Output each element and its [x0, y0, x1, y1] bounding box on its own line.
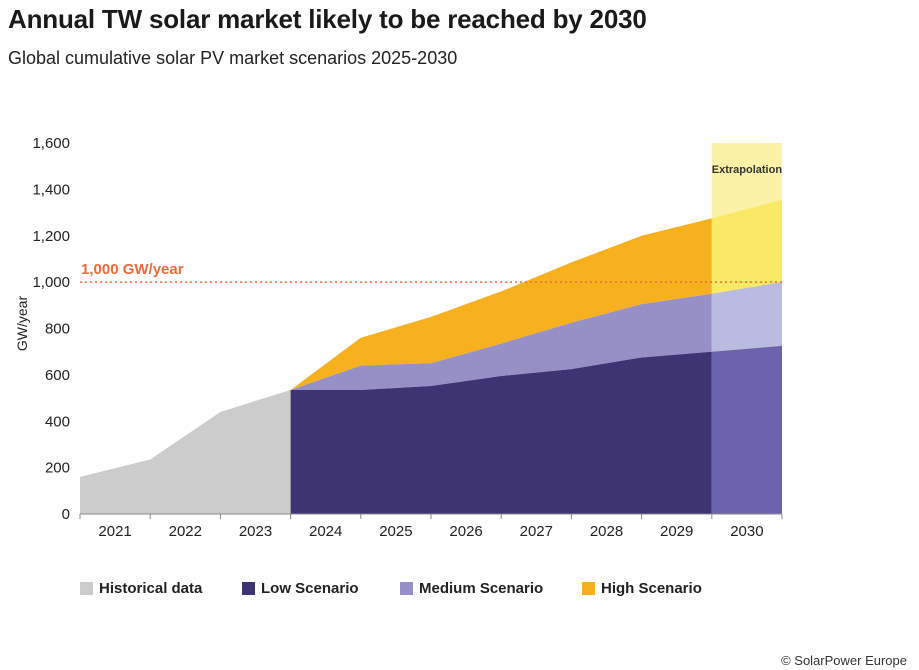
y-tick-label: 1,200 [32, 228, 70, 245]
chart-title: Annual TW solar market likely to be reac… [8, 4, 647, 34]
legend-label-low: Low Scenario [261, 580, 359, 597]
legend-label-historical: Historical data [99, 580, 203, 597]
reference-line-label: 1,000 GW/year [81, 261, 184, 278]
x-tick-label: 2028 [590, 523, 623, 540]
x-tick-label: 2027 [520, 523, 553, 540]
x-tick-label: 2025 [379, 523, 412, 540]
y-tick-label: 1,600 [32, 135, 70, 152]
legend-item-low: Low Scenario [242, 580, 359, 597]
x-tick-label: 2021 [98, 523, 131, 540]
high-scenario-extrapolated-area [711, 199, 782, 294]
legend-item-historical: Historical data [80, 580, 202, 597]
copyright-footer: © SolarPower Europe [781, 653, 907, 668]
y-tick-label: 600 [45, 367, 70, 384]
x-tick-label: 2026 [449, 523, 482, 540]
legend-item-medium: Medium Scenario [400, 580, 543, 597]
x-tick-label: 2024 [309, 523, 342, 540]
y-tick-label: 200 [45, 460, 70, 477]
y-tick-label: 1,000 [32, 274, 70, 291]
y-axis-label: GW/year [14, 296, 30, 352]
area-chart: 1,000 GW/year Extrapolation 0 200 400 600 800 1… [14, 135, 783, 540]
x-tick-label: 2029 [660, 523, 693, 540]
medium-scenario-area [290, 293, 712, 390]
legend-label-medium: Medium Scenario [419, 580, 544, 597]
x-tick-label: 2023 [239, 523, 272, 540]
y-tick-label: 400 [45, 413, 70, 430]
chart-subtitle: Global cumulative solar PV market scenar… [8, 48, 458, 68]
x-tick-label: 2022 [169, 523, 202, 540]
high-scenario-area [290, 218, 712, 390]
extrapolation-label: Extrapolation [712, 164, 783, 176]
low-scenario-extrapolated-area [711, 345, 782, 514]
y-tick-label: 800 [45, 321, 70, 338]
legend-item-high: High Scenario [582, 580, 702, 597]
legend-swatch-historical [80, 582, 93, 595]
chart-legend: Historical data Low Scenario Medium Scen… [80, 580, 780, 604]
x-tick-label: 2030 [730, 523, 763, 540]
legend-swatch-low [242, 582, 255, 595]
y-tick-label: 0 [62, 506, 70, 523]
legend-swatch-high [582, 582, 595, 595]
medium-scenario-extrapolated-area [711, 282, 782, 352]
low-scenario-area [290, 351, 712, 514]
y-tick-label: 1,400 [32, 181, 70, 198]
legend-label-high: High Scenario [601, 580, 702, 597]
legend-swatch-medium [400, 582, 413, 595]
historical-area [80, 389, 291, 514]
